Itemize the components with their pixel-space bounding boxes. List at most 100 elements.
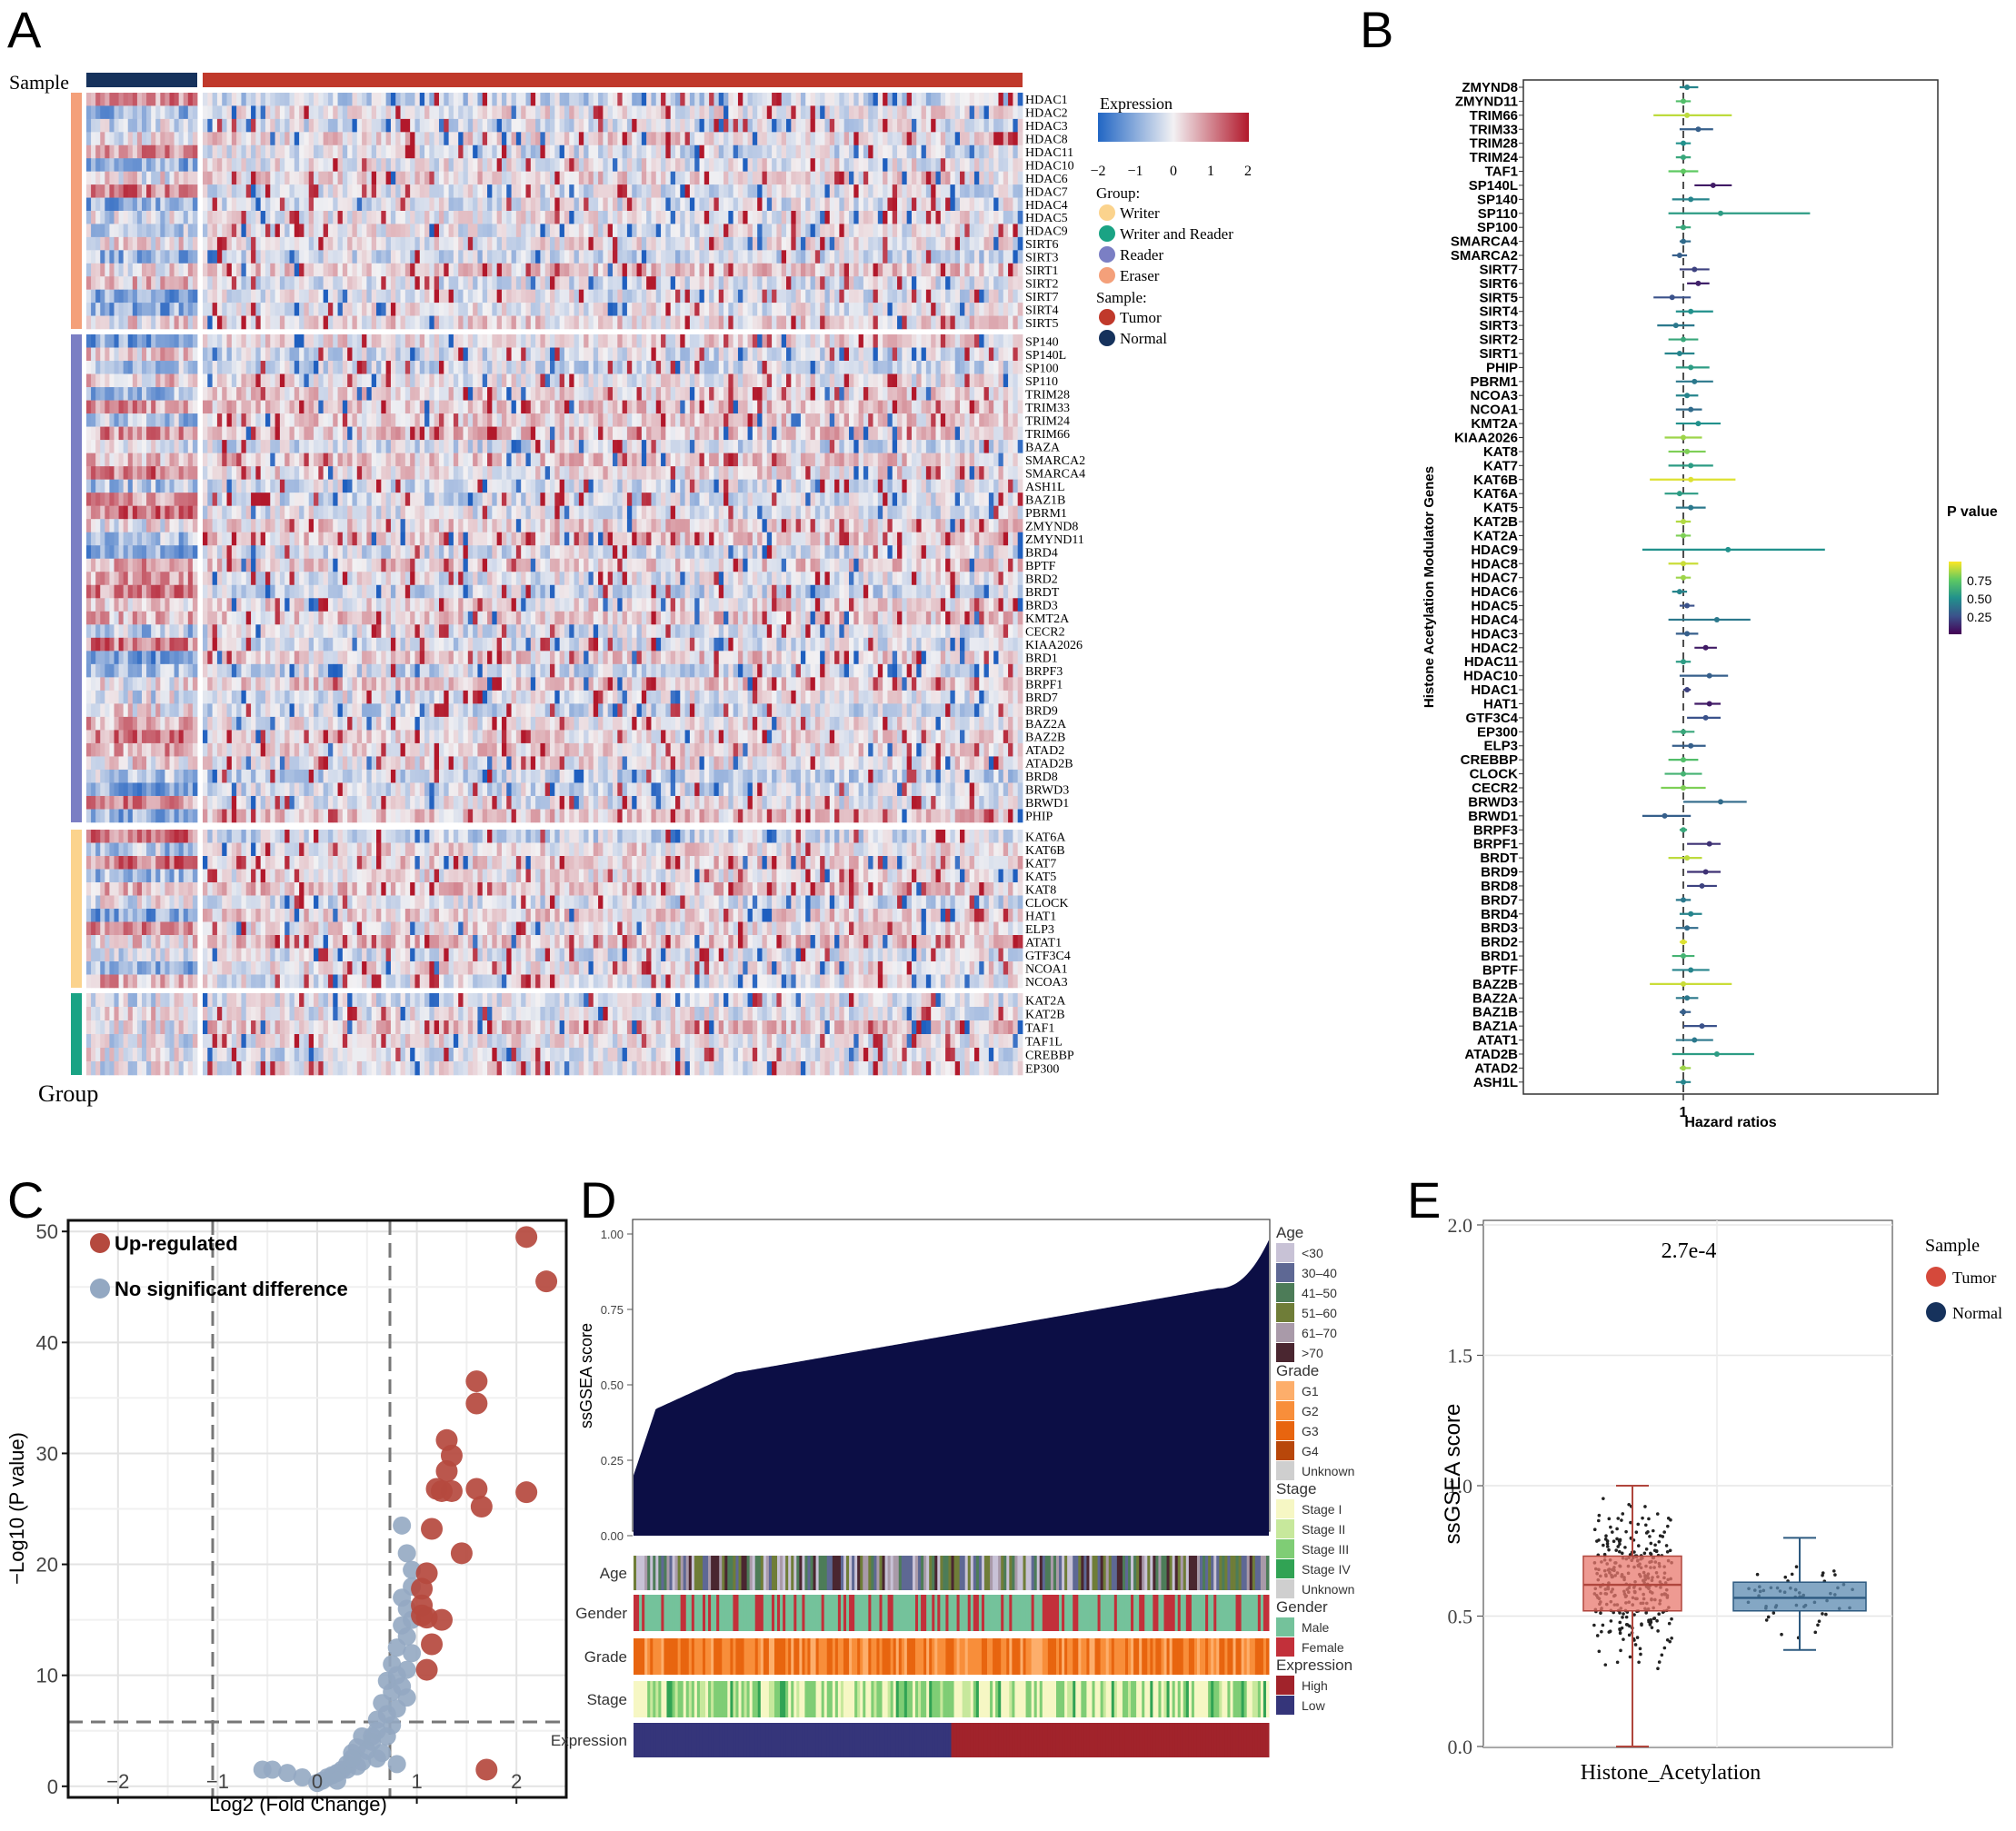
heat-cell — [160, 276, 165, 290]
heat-cell — [260, 400, 266, 414]
heat-cell — [347, 250, 353, 264]
heat-cell — [554, 315, 561, 330]
heat-cell — [743, 373, 748, 388]
heat-cell — [482, 289, 488, 304]
heat-cell — [598, 263, 604, 277]
heat-cell — [404, 276, 411, 290]
heat-cell — [473, 93, 478, 106]
heat-cell — [356, 184, 363, 198]
heat-cell — [318, 184, 324, 198]
heat-cell — [578, 144, 584, 159]
heat-cell — [979, 211, 984, 224]
heat-cell — [530, 276, 536, 290]
heat-cell — [114, 118, 119, 133]
heat-cell — [781, 132, 787, 146]
heat-cell — [515, 236, 522, 251]
heat-cell — [400, 361, 406, 374]
heat-cell — [834, 93, 840, 106]
heat-cell — [236, 184, 242, 198]
heat-cell — [356, 118, 363, 133]
heat-cell — [964, 105, 971, 120]
heat-cell — [834, 197, 840, 212]
heat-cell — [593, 263, 599, 277]
heat-cell — [118, 224, 125, 238]
heat-cell — [236, 334, 242, 348]
heat-cell — [155, 289, 161, 304]
heat-cell — [622, 105, 628, 120]
heat-cell — [931, 361, 936, 374]
heat-cell — [333, 171, 338, 185]
heat-cell — [766, 373, 773, 388]
heat-cell — [853, 184, 859, 198]
heat-cell — [969, 118, 975, 133]
heat-cell — [632, 276, 637, 290]
heat-cell — [136, 197, 143, 212]
heat-cell — [192, 276, 198, 290]
heat-cell — [299, 144, 304, 159]
heat-cell — [791, 171, 797, 185]
heat-cell — [674, 250, 681, 264]
heat-cell — [588, 197, 594, 212]
heat-cell — [395, 158, 401, 172]
heat-cell — [294, 373, 300, 388]
heat-cell — [444, 184, 449, 198]
heat-cell — [574, 426, 580, 441]
heat-cell — [613, 315, 618, 330]
heat-cell — [294, 224, 300, 238]
heat-cell — [848, 250, 854, 264]
heat-cell — [945, 118, 951, 133]
heat-cell — [646, 93, 652, 106]
heat-cell — [883, 236, 888, 251]
heat-cell — [670, 263, 676, 277]
heat-cell — [1003, 132, 1009, 146]
heat-cell — [694, 158, 700, 172]
heat-cell — [935, 197, 942, 212]
heat-cell — [728, 400, 734, 414]
heat-cell — [950, 158, 956, 172]
heat-cell — [318, 132, 324, 146]
heat-cell — [501, 426, 507, 441]
heat-cell — [916, 315, 922, 330]
heat-cell — [511, 93, 517, 106]
heat-cell — [337, 158, 344, 172]
heat-cell — [998, 387, 1004, 401]
heat-cell — [945, 171, 951, 185]
heat-cell — [178, 315, 185, 330]
heat-cell — [352, 276, 358, 290]
heat-cell — [463, 303, 469, 316]
heat-cell — [728, 211, 734, 224]
heat-cell — [390, 276, 396, 290]
heat-cell — [270, 263, 275, 277]
heat-cell — [424, 171, 430, 185]
heat-cell — [766, 144, 773, 159]
panel-label-a: A — [7, 1, 42, 58]
heat-cell — [757, 361, 763, 374]
heat-cell — [993, 211, 999, 224]
heat-cell — [333, 93, 338, 106]
heat-cell — [906, 263, 913, 277]
heat-cell — [617, 250, 624, 264]
heat-cell — [525, 118, 532, 133]
heat-cell — [118, 158, 125, 172]
heat-cell — [146, 276, 152, 290]
heat-cell — [127, 347, 134, 362]
heat-cell — [169, 144, 175, 159]
heat-cell — [632, 387, 637, 401]
heat-cell — [714, 263, 720, 277]
heat-cell — [868, 250, 873, 264]
heat-cell — [410, 387, 415, 401]
heat-cell — [473, 132, 478, 146]
heat-cell — [800, 276, 806, 290]
heat-cell — [747, 224, 754, 238]
heat-cell — [550, 315, 555, 330]
heat-cell — [404, 289, 411, 304]
heat-cell — [501, 303, 507, 316]
heat-cell — [123, 93, 129, 106]
heat-cell — [993, 263, 999, 277]
heat-cell — [935, 211, 942, 224]
heat-cell — [540, 413, 546, 427]
heat-cell — [762, 347, 768, 362]
heat-cell — [530, 263, 536, 277]
heat-cell — [795, 413, 802, 427]
heat-cell — [636, 315, 643, 330]
